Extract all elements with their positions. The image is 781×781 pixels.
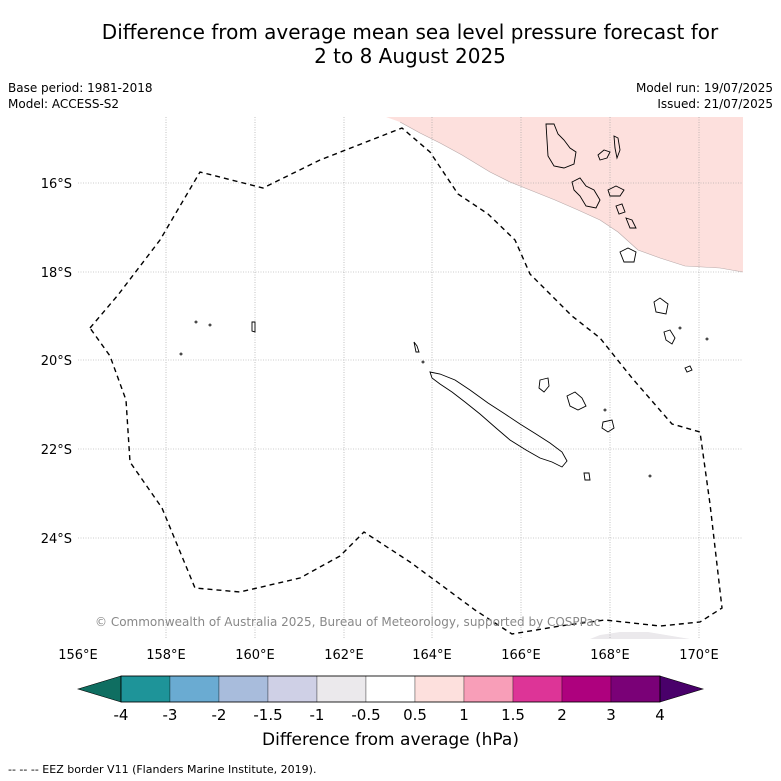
lon-tick-label: 162°E bbox=[324, 648, 364, 663]
colorbar-segment bbox=[463, 675, 514, 703]
colorbar-tick-label: 3 bbox=[606, 706, 616, 724]
vanuatu-malo bbox=[597, 149, 611, 161]
neutral-anomaly-area bbox=[590, 632, 690, 639]
reef-islet bbox=[648, 474, 652, 478]
lon-tick-labels: 156°E 158°E 160°E 162°E 164°E 166°E 168°… bbox=[58, 648, 719, 663]
map-title: Difference from average mean sea level p… bbox=[40, 20, 780, 68]
colorbar-extend-high bbox=[659, 675, 705, 703]
copyright-text: © Commonwealth of Australia 2025, Bureau… bbox=[95, 615, 600, 629]
colorbar-tick-label: 4 bbox=[655, 706, 665, 724]
colorbar-segment bbox=[169, 675, 220, 703]
vanuatu-ambrym bbox=[607, 185, 625, 197]
vanuatu-espiritu-santo bbox=[545, 123, 577, 169]
colorbar-extend-low bbox=[76, 675, 122, 703]
chesterfield-islet bbox=[251, 321, 256, 333]
colorbar-tick-label: 1 bbox=[459, 706, 469, 724]
lon-tick-label: 168°E bbox=[590, 648, 630, 663]
colorbar-tick-label: -0.5 bbox=[351, 706, 380, 724]
reef-islet bbox=[421, 360, 425, 364]
colorbar-tick-label: 1.5 bbox=[501, 706, 525, 724]
positive-anomaly-edge bbox=[399, 121, 743, 273]
colorbar-frame bbox=[120, 675, 661, 703]
issued-text: Issued: 21/07/2025 bbox=[657, 97, 773, 111]
vanuatu-malakula bbox=[571, 177, 601, 209]
lon-tick-label: 170°E bbox=[679, 648, 719, 663]
vanuatu-efate bbox=[619, 247, 637, 263]
new-caledonia-island bbox=[429, 371, 568, 468]
meta-right: Model run: 19/07/2025 Issued: 21/07/2025 bbox=[636, 80, 773, 112]
colorbar-segment bbox=[120, 675, 171, 703]
colorbar-segment bbox=[267, 675, 318, 703]
lon-tick-label: 160°E bbox=[235, 648, 275, 663]
colorbar-tick-label: 2 bbox=[557, 706, 567, 724]
lat-tick-labels: 16°S 18°S 20°S 22°S 24°S bbox=[41, 177, 72, 547]
colorbar-segment bbox=[414, 675, 465, 703]
colorbar-segment bbox=[218, 675, 269, 703]
reef-islet bbox=[208, 323, 212, 327]
colorbar-tick-label: -4 bbox=[114, 706, 129, 724]
colorbar-tick-label: -3 bbox=[163, 706, 178, 724]
colorbar-tick-label: 0.5 bbox=[403, 706, 427, 724]
reef-islet bbox=[678, 326, 682, 330]
meta-left: Base period: 1981-2018 Model: ACCESS-S2 bbox=[8, 80, 153, 112]
reef-islet bbox=[194, 320, 198, 324]
colorbar-tick-label: -2 bbox=[212, 706, 227, 724]
colorbar-tick-label: -1.5 bbox=[253, 706, 282, 724]
reef-islet bbox=[705, 337, 709, 341]
colorbar-tick-label: -1 bbox=[310, 706, 325, 724]
lon-tick-label: 166°E bbox=[501, 648, 541, 663]
title-line-1: Difference from average mean sea level p… bbox=[101, 20, 719, 44]
colorbar-label: Difference from average (hPa) bbox=[262, 730, 519, 750]
lat-tick-label: 18°S bbox=[41, 266, 72, 281]
belep-islets bbox=[413, 341, 420, 353]
eez-border bbox=[89, 127, 723, 635]
base-period-text: Base period: 1981-2018 bbox=[8, 81, 153, 95]
lon-tick-label: 158°E bbox=[146, 648, 186, 663]
lat-tick-label: 24°S bbox=[41, 532, 72, 547]
colorbar-segment bbox=[561, 675, 612, 703]
isle-of-pines bbox=[583, 472, 591, 481]
vanuatu-epi bbox=[615, 203, 626, 215]
loyalty-island-ouvea bbox=[538, 377, 550, 393]
reef-islet bbox=[603, 408, 607, 412]
colorbar-segment bbox=[365, 675, 416, 703]
eez-border-note: -- -- -- EEZ border V11 (Flanders Marine… bbox=[8, 763, 317, 776]
lat-tick-label: 16°S bbox=[41, 177, 72, 192]
colorbar-segment bbox=[316, 675, 367, 703]
title-line-2: 2 to 8 August 2025 bbox=[314, 44, 506, 68]
map-area bbox=[78, 117, 743, 639]
matthew-islet bbox=[684, 365, 693, 373]
lon-tick-label: 156°E bbox=[58, 648, 98, 663]
loyalty-island-mare bbox=[601, 419, 615, 433]
reef-islet bbox=[179, 352, 183, 356]
vanuatu-tanna bbox=[663, 329, 676, 345]
model-text: Model: ACCESS-S2 bbox=[8, 97, 120, 111]
colorbar-segment bbox=[610, 675, 661, 703]
colorbar bbox=[76, 675, 705, 703]
colorbar-segment bbox=[512, 675, 563, 703]
model-run-text: Model run: 19/07/2025 bbox=[635, 81, 773, 95]
lat-tick-label: 20°S bbox=[41, 354, 72, 369]
lat-tick-label: 22°S bbox=[41, 443, 72, 458]
vanuatu-ambae bbox=[613, 135, 621, 160]
vanuatu-erromango bbox=[653, 297, 669, 315]
colorbar-tick-labels: -4 -3 -2 -1.5 -1 -0.5 0.5 1 1.5 2 3 4 bbox=[114, 706, 665, 724]
vanuatu-small-islets bbox=[625, 217, 637, 229]
lon-tick-label: 164°E bbox=[412, 648, 452, 663]
positive-anomaly-area bbox=[386, 117, 743, 272]
loyalty-island-lifou bbox=[566, 391, 587, 411]
